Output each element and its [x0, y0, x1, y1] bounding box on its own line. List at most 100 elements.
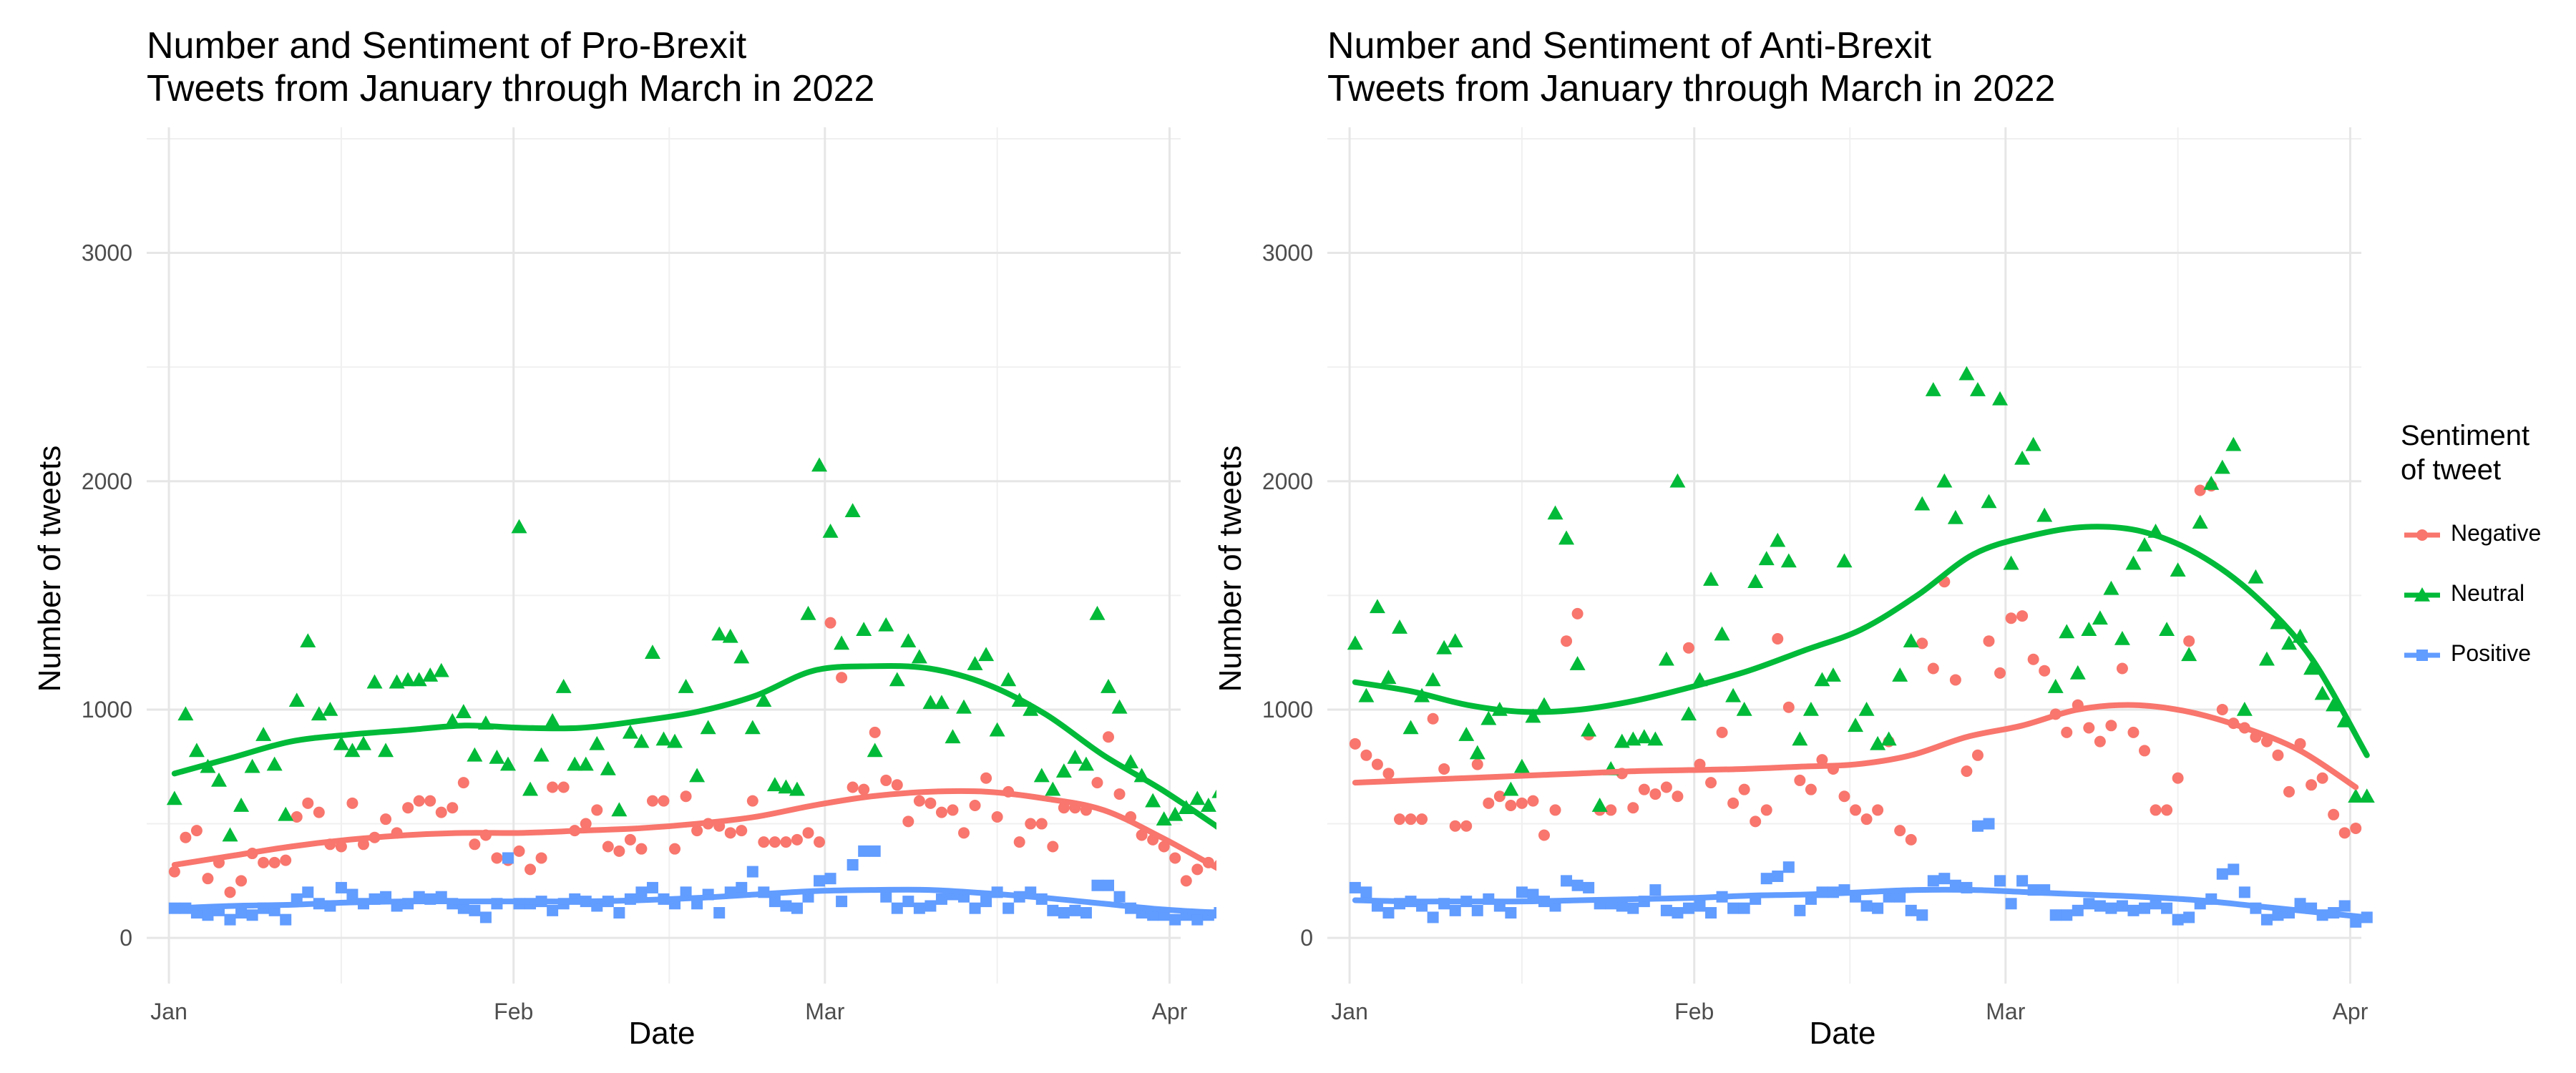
- right-point-neutral: [2081, 622, 2097, 637]
- left-point-positive: [680, 886, 692, 898]
- right-point-positive: [2127, 904, 2140, 916]
- left-point-negative: [680, 790, 692, 803]
- left-point-positive: [224, 913, 236, 926]
- left-point-negative: [591, 804, 603, 816]
- right-point-positive: [1938, 873, 1951, 885]
- right-point-neutral: [2303, 660, 2320, 675]
- left-point-negative: [669, 843, 681, 855]
- left-point-neutral: [533, 747, 550, 762]
- left-point-positive: [847, 859, 859, 871]
- left-point-neutral: [911, 649, 927, 664]
- right-point-neutral: [1736, 701, 1752, 716]
- left-point-neutral: [266, 756, 283, 771]
- right-y-tick-label: 2000: [1262, 469, 1313, 494]
- right-point-negative: [1782, 701, 1795, 713]
- left-point-neutral: [900, 633, 917, 647]
- right-point-negative: [1505, 800, 1517, 812]
- right-point-negative: [2027, 653, 2039, 665]
- left-point-positive: [858, 845, 870, 857]
- left-point-neutral: [1067, 749, 1083, 764]
- right-point-neutral: [1614, 733, 1630, 748]
- left-point-positive: [202, 909, 214, 921]
- right-point-neutral: [1747, 574, 1764, 589]
- left-point-positive: [280, 913, 292, 926]
- left-point-positive: [1091, 879, 1103, 891]
- right-point-neutral: [2170, 562, 2186, 577]
- right-point-negative: [1627, 802, 1639, 814]
- right-point-neutral: [1848, 717, 1864, 733]
- right-point-positive: [1872, 902, 1884, 914]
- left-point-negative: [780, 836, 792, 848]
- left-point-negative: [224, 886, 236, 898]
- right-point-neutral: [1880, 731, 1897, 746]
- left-point-neutral: [288, 692, 305, 707]
- left-point-negative: [635, 843, 648, 855]
- right-point-positive: [1905, 904, 1917, 916]
- right-point-negative: [1727, 797, 1740, 809]
- right-point-negative: [2161, 804, 2173, 816]
- right-point-neutral: [2258, 651, 2275, 666]
- right-point-positive: [1583, 881, 1595, 893]
- left-point-negative: [235, 875, 248, 887]
- right-point-neutral: [1469, 745, 1485, 760]
- right-point-negative: [2194, 484, 2206, 496]
- right-point-negative: [2116, 662, 2128, 675]
- right-point-neutral: [2137, 537, 2153, 552]
- left-point-positive: [935, 893, 947, 905]
- left-point-neutral: [1078, 756, 1094, 771]
- right-point-positive: [2260, 913, 2273, 926]
- left-point-neutral: [222, 827, 238, 842]
- left-point-positive: [891, 902, 903, 914]
- left-point-positive: [235, 907, 248, 919]
- right-point-positive: [1682, 902, 1694, 914]
- right-point-positive: [2172, 913, 2184, 926]
- left-point-positive: [1080, 907, 1092, 919]
- left-y-tick-label: 1000: [82, 697, 132, 722]
- left-point-neutral: [1123, 754, 1139, 769]
- right-point-neutral: [1992, 391, 2009, 406]
- right-point-neutral: [1725, 687, 1742, 702]
- left-point-negative: [991, 810, 1003, 823]
- legend-key-positive: [2416, 650, 2428, 661]
- left-point-neutral: [433, 662, 449, 677]
- right-point-neutral: [1480, 710, 1497, 725]
- right-point-negative: [2105, 720, 2117, 732]
- left-point-neutral: [300, 633, 316, 647]
- left-point-neutral: [756, 692, 772, 707]
- left-point-negative: [525, 863, 537, 876]
- left-point-negative: [1047, 841, 1059, 853]
- left-point-negative: [613, 845, 625, 857]
- left-point-positive: [746, 866, 758, 878]
- left-point-neutral: [1045, 781, 1061, 796]
- right-point-positive: [1738, 902, 1750, 914]
- left-point-neutral: [1111, 699, 1128, 714]
- right-point-neutral: [2059, 624, 2075, 639]
- right-x-tick-label: Mar: [1986, 999, 2025, 1024]
- left-point-positive: [547, 904, 559, 916]
- right-point-neutral: [1658, 651, 1674, 666]
- left-point-negative: [1113, 788, 1126, 800]
- right-point-neutral: [1870, 735, 1886, 750]
- right-point-positive: [1516, 886, 1528, 898]
- right-point-negative: [1438, 763, 1450, 775]
- left-point-positive: [502, 852, 514, 864]
- right-point-positive: [1471, 904, 1483, 916]
- left-point-positive: [880, 891, 892, 903]
- right-x-axis-title: Date: [1809, 1016, 1876, 1051]
- left-point-negative: [624, 833, 636, 846]
- right-point-neutral: [1636, 729, 1652, 744]
- right-point-neutral: [2103, 580, 2119, 595]
- right-point-positive: [1660, 904, 1672, 916]
- right-chart-title-line2: Tweets from January through March in 202…: [1327, 68, 2056, 109]
- left-point-neutral: [400, 672, 416, 687]
- right-point-positive: [2105, 902, 2117, 914]
- left-point-neutral: [933, 695, 950, 710]
- right-point-neutral: [1402, 720, 1419, 735]
- left-point-negative: [1136, 829, 1148, 841]
- left-point-negative: [402, 802, 414, 814]
- right-point-neutral: [1547, 505, 1563, 520]
- left-point-negative: [302, 797, 314, 809]
- left-point-positive: [780, 900, 792, 912]
- right-point-negative: [2350, 822, 2362, 834]
- left-point-negative: [1169, 852, 1181, 864]
